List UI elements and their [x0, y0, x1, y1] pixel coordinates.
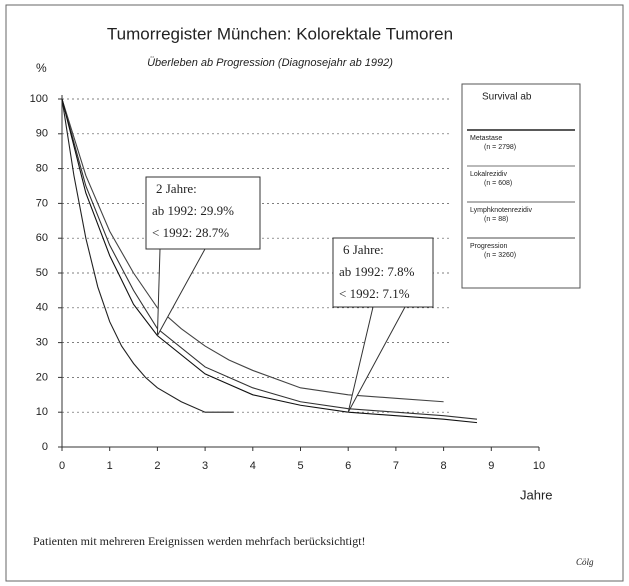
legend-title: Survival ab	[482, 92, 532, 103]
series-line	[61, 98, 444, 403]
legend-label: Progression	[470, 243, 507, 250]
annotation-text: < 1992: 7.1%	[339, 286, 410, 301]
legend-note: (n = 88)	[484, 216, 508, 223]
annotation-text: < 1992: 28.7%	[152, 225, 229, 240]
x-tick-label: 7	[393, 460, 399, 472]
annotation-box	[332, 237, 434, 308]
y-tick-label: 20	[36, 371, 48, 383]
x-tick-label: 6	[345, 460, 351, 472]
legend-box	[461, 83, 581, 289]
y-tick-label: 70	[36, 197, 48, 209]
annotation-text: ab 1992: 29.9%	[152, 203, 234, 218]
series-line	[61, 98, 478, 420]
legend-label: Lokalrezidiv	[470, 171, 507, 178]
x-tick-label: 3	[202, 460, 208, 472]
chart-subtitle: Überleben ab Progression (Diagnosejahr a…	[147, 57, 393, 69]
footnote: Patienten mit mehreren Ereignissen werde…	[33, 534, 366, 548]
y-tick-label: 90	[36, 128, 48, 140]
y-axis-label: %	[36, 61, 47, 75]
x-tick-label: 0	[59, 460, 65, 472]
annotation-text: 2 Jahre:	[156, 181, 197, 196]
legend-label: Metastase	[470, 135, 502, 142]
y-tick-label: 10	[36, 406, 48, 418]
x-tick-label: 9	[488, 460, 494, 472]
legend-note: (n = 2798)	[484, 144, 516, 151]
y-tick-label: 80	[36, 163, 48, 175]
legend-note: (n = 608)	[484, 180, 512, 187]
x-tick-label: 10	[533, 460, 545, 472]
annotation-text: ab 1992: 7.8%	[339, 264, 415, 279]
y-tick-label: 0	[42, 441, 48, 453]
x-tick-label: 5	[297, 460, 303, 472]
legend-label: Lymphknotenrezidiv	[470, 207, 532, 214]
x-tick-label: 4	[250, 460, 256, 472]
series-line	[61, 98, 234, 413]
y-tick-label: 100	[30, 93, 48, 105]
y-tick-label: 60	[36, 232, 48, 244]
series-line	[61, 98, 478, 424]
x-tick-label: 8	[441, 460, 447, 472]
x-tick-label: 1	[107, 460, 113, 472]
chart-title: Tumorregister München: Kolorektale Tumor…	[107, 24, 453, 43]
y-tick-label: 40	[36, 302, 48, 314]
y-tick-label: 30	[36, 337, 48, 349]
signature: Cölg	[576, 557, 594, 567]
y-tick-label: 50	[36, 267, 48, 279]
legend-note: (n = 3260)	[484, 252, 516, 259]
annotation-text: 6 Jahre:	[343, 242, 384, 257]
x-axis-label: Jahre	[520, 487, 553, 502]
x-tick-label: 2	[154, 460, 160, 472]
annotation-box	[145, 176, 261, 250]
